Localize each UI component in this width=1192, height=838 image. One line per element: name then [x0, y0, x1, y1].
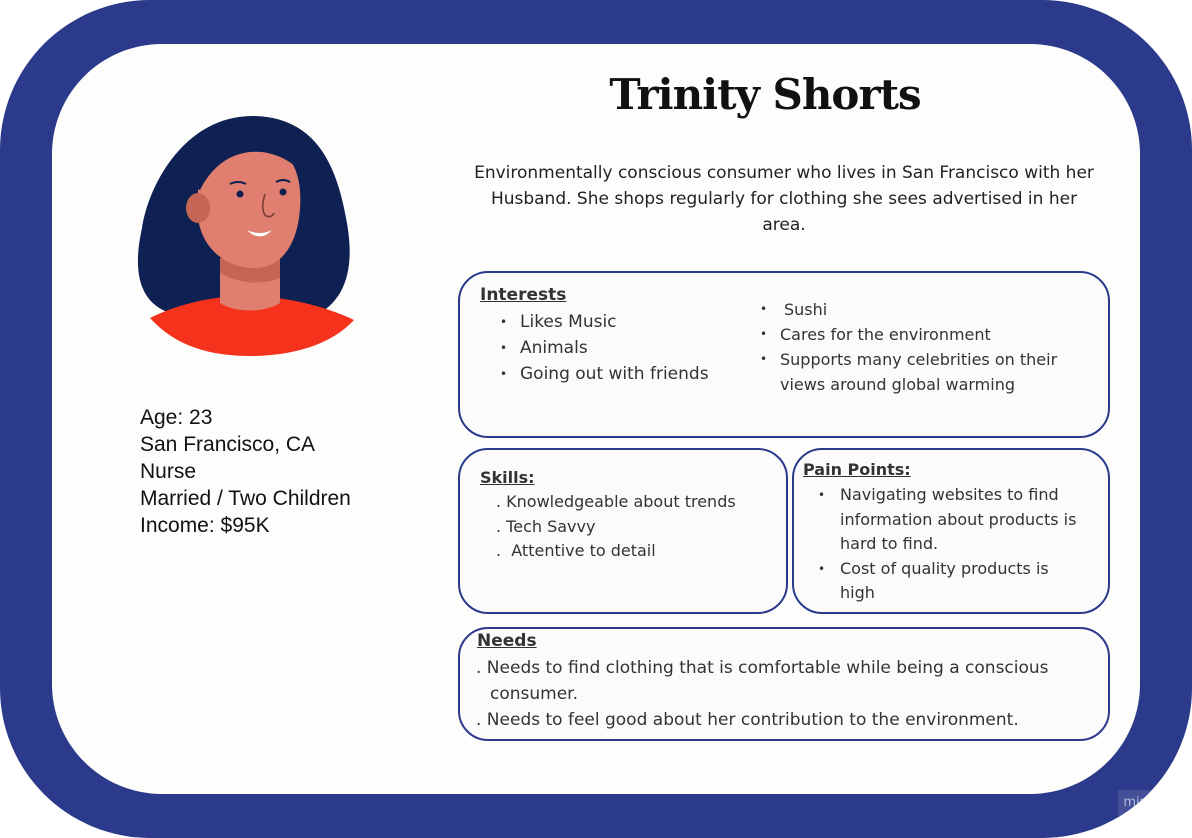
persona-summary: Environmentally conscious consumer who l… [474, 163, 1094, 235]
list-item-continuation: consumer. [490, 684, 579, 704]
list-item: • Supports many celebrities on their view… [760, 350, 1058, 394]
pain-points-card: Pain Points: • Navigating websites to fin… [792, 448, 1110, 614]
skills-list: . Knowledgeable about trends . Tech Savv… [496, 490, 736, 564]
skills-card: Skills: . Knowledgeable about trends . T… [458, 448, 788, 614]
age-text: Age: 23 [140, 406, 213, 429]
pain-points-heading: Pain Points: [803, 460, 911, 479]
list-item: • Animals [500, 338, 588, 358]
interests-list-left: • Likes Music • Animals • Going out with fr… [500, 309, 709, 387]
interests-list-right: • Sushi • Cares for the environment • Suppo… [760, 297, 1080, 397]
list-item: • Cares for the environment [760, 325, 991, 344]
list-item: . Attentive to detail [496, 541, 656, 560]
list-item: . Needs to find clothing that is comfort… [476, 658, 1049, 678]
list-item: • Cost of quality products is high [818, 558, 1049, 603]
list-item: . Tech Savvy [496, 516, 596, 536]
persona-name: Trinity Shorts [609, 70, 921, 119]
family-text: Married / Two Children [140, 487, 351, 510]
list-item: • Likes Music [500, 312, 617, 332]
list-item: . Needs to feel good about her contribut… [476, 710, 1019, 730]
list-item: • Navigating websites to find information… [818, 485, 1077, 553]
interests-card: Interests • Likes Music • Animals • Going o… [458, 271, 1110, 438]
woman-avatar-icon [137, 115, 354, 356]
pain-points-list: • Navigating websites to find information… [818, 483, 1088, 606]
occupation-text: Nurse [140, 460, 197, 483]
income-text: Income: $95K [140, 514, 270, 537]
needs-card: Needs . Needs to find clothing that is c… [458, 627, 1110, 741]
list-item: . Knowledgeable about trends [496, 492, 736, 511]
persona-facts: Age: 23 San Francisco, CA Nurse Married … [140, 404, 351, 539]
list-item: • Sushi [760, 300, 828, 319]
needs-heading: Needs [477, 631, 537, 651]
skills-heading: Skills: [480, 468, 535, 487]
miro-watermark: miro [1118, 790, 1158, 816]
needs-list: . Needs to find clothing that is comfort… [476, 655, 1096, 733]
list-item: • Going out with friends [500, 364, 709, 384]
location-text: San Francisco, CA [140, 433, 316, 456]
interests-heading: Interests [480, 285, 567, 305]
